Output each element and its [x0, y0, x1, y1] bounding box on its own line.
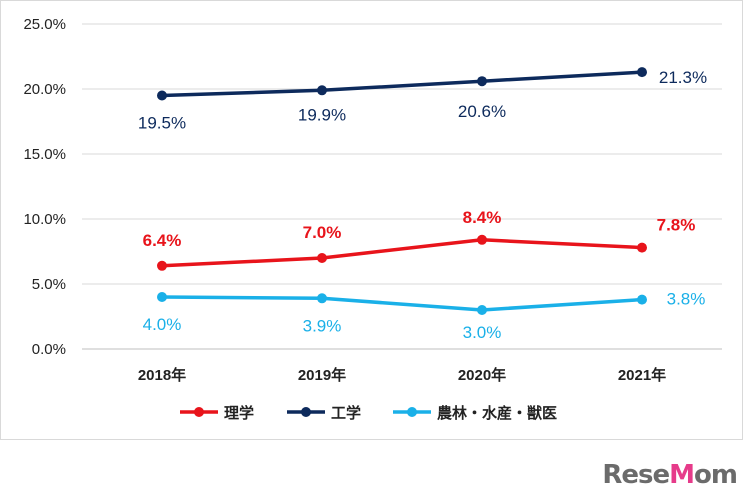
- legend-swatch-marker: [301, 407, 311, 417]
- data-label: 19.9%: [298, 105, 346, 124]
- y-tick-label: 10.0%: [23, 211, 66, 228]
- data-label: 6.4%: [143, 231, 182, 250]
- y-tick-label: 25.0%: [23, 16, 66, 33]
- x-axis-ticks: 2018年 2019年 2020年 2021年: [138, 366, 666, 384]
- data-label: 7.0%: [303, 223, 342, 242]
- y-tick-label: 20.0%: [23, 81, 66, 98]
- data-point: [157, 292, 167, 302]
- data-point: [317, 85, 327, 96]
- chart-frame: [0, 0, 743, 440]
- data-point: [157, 90, 167, 101]
- y-tick-label: 15.0%: [23, 146, 66, 163]
- data-point: [637, 67, 647, 78]
- data-label: 3.0%: [463, 323, 502, 342]
- y-tick-label: 5.0%: [32, 276, 66, 293]
- data-point: [317, 293, 327, 304]
- series-lines: [157, 67, 647, 315]
- data-point: [477, 305, 487, 315]
- series-line: [161, 70, 643, 98]
- data-point: [317, 253, 327, 263]
- data-label: 7.8%: [657, 216, 696, 235]
- y-axis-ticks: 0.0% 5.0% 10.0% 15.0% 20.0% 25.0%: [23, 16, 66, 358]
- legend-label: 工学: [331, 404, 361, 422]
- data-label: 3.9%: [303, 316, 342, 335]
- data-point: [157, 260, 167, 271]
- legend: 理学 工学 農林・水産・獣医: [180, 404, 557, 422]
- data-point: [637, 242, 647, 253]
- y-tick-label: 0.0%: [32, 341, 66, 358]
- x-tick-label: 2021年: [618, 366, 666, 384]
- data-point: [477, 76, 487, 87]
- line-chart: 0.0%5.0%10.0%15.0%20.0%25.0% 2018年 2019年 2…: [23, 16, 722, 422]
- series-line: [161, 295, 643, 312]
- resemom-logo: ReseMom: [602, 460, 738, 490]
- x-tick-label: 2020年: [458, 366, 506, 384]
- gridlines: [82, 23, 722, 350]
- data-label: 20.6%: [458, 102, 506, 121]
- x-tick-label: 2018年: [138, 366, 186, 384]
- data-label: 4.0%: [143, 315, 182, 334]
- legend-label: 農林・水産・獣医: [437, 404, 557, 422]
- series-line: [161, 238, 643, 268]
- data-label: 21.3%: [659, 68, 707, 87]
- legend-label: 理学: [224, 404, 254, 422]
- data-point: [477, 234, 487, 245]
- data-point: [637, 294, 647, 305]
- legend-swatch-marker: [194, 407, 204, 417]
- data-label: 3.8%: [667, 290, 706, 309]
- x-tick-label: 2019年: [298, 366, 346, 384]
- data-label: 8.4%: [463, 208, 502, 227]
- data-label: 19.5%: [138, 114, 186, 133]
- legend-swatch-marker: [407, 407, 417, 417]
- data-labels: 6.4% 7.0% 8.4% 7.8% 19.5% 19.9% 20.6% 21.3% 4.0%…: [138, 68, 707, 342]
